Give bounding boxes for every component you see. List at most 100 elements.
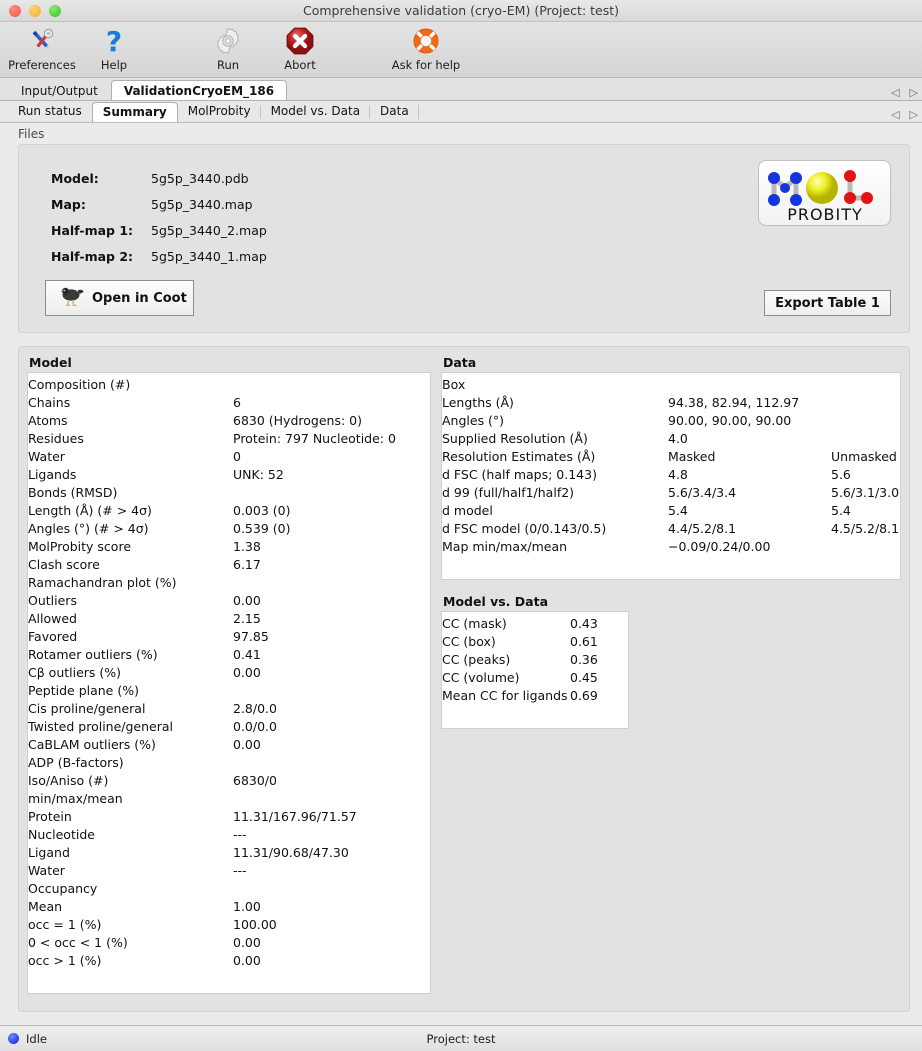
- table-row: Ligand 11.31/90.68/47.30: [28, 845, 349, 860]
- status-indicator-icon: [8, 1033, 19, 1044]
- coot-bird-icon: [56, 285, 86, 311]
- abort-button[interactable]: Abort: [264, 22, 336, 78]
- table-row-spacer: [442, 556, 900, 574]
- table-row: Iso/Aniso (#) 6830/0: [28, 773, 277, 788]
- scroll-right-icon[interactable]: ▷: [909, 86, 918, 99]
- file-value: 5g5p_3440.map: [151, 196, 253, 212]
- table-row: Angles (°) 90.00, 90.00, 90.00: [442, 413, 792, 428]
- status-text: Idle: [26, 1031, 47, 1046]
- file-key: Half-map 2:: [51, 248, 134, 264]
- table-row: Peptide plane (%): [28, 683, 139, 698]
- tab-data[interactable]: Data: [370, 102, 419, 122]
- table-row: Twisted proline/general 0.0/0.0: [28, 719, 277, 734]
- file-value: 5g5p_3440.pdb: [151, 170, 249, 186]
- scroll-left-icon[interactable]: ◁: [891, 86, 900, 99]
- data-column: Data Box Lengths (Å) 94.38, 82.94, 112.97…: [441, 355, 901, 1001]
- table-row: Ramachandran plot (%): [28, 575, 177, 590]
- table-row: Outliers 0.00: [28, 593, 261, 608]
- table-row: Map min/max/mean −0.09/0.24/0.00: [442, 539, 771, 554]
- help-button[interactable]: ? Help: [78, 22, 150, 78]
- table-row: d FSC model (0/0.143/0.5) 4.4/5.2/8.1 4.5/…: [442, 521, 900, 536]
- tab-run-status[interactable]: Run status: [18, 104, 82, 118]
- table-row: Mean 1.00: [28, 899, 261, 914]
- table-row: CC (box) 0.61: [442, 634, 598, 649]
- table-row: occ = 1 (%) 100.00: [28, 917, 277, 932]
- ask-for-help-label: Ask for help: [391, 58, 461, 72]
- file-value: 5g5p_3440_1.map: [151, 248, 267, 264]
- tab-molprobity[interactable]: MolProbity: [178, 102, 261, 122]
- run-button[interactable]: Run: [192, 22, 264, 78]
- tab-model-vs-data[interactable]: Model vs. Data: [261, 102, 371, 122]
- table-row-spacer: [28, 970, 430, 988]
- outer-tab-scroll-controls: ◁ ▷: [891, 87, 918, 98]
- title-bar: Comprehensive validation (cryo-EM) (Proj…: [0, 0, 922, 22]
- maximize-window-button[interactable]: [49, 4, 61, 17]
- outer-tab-bar: Input/Output ValidationCryoEM_186 ◁ ▷: [0, 78, 922, 101]
- model-column: Model Composition (#) Chains 6 Atoms 6830 …: [27, 355, 431, 1001]
- table-row: Composition (#): [28, 377, 131, 392]
- tab-input-output[interactable]: Input/Output: [21, 84, 98, 98]
- tab-summary[interactable]: Summary: [91, 102, 178, 122]
- table-row: Cis proline/general 2.8/0.0: [28, 701, 277, 716]
- table-row: CaBLAM outliers (%) 0.00: [28, 737, 261, 752]
- table-row: CC (volume) 0.45: [442, 670, 598, 685]
- minimize-window-button[interactable]: [29, 4, 41, 17]
- gear-icon: [213, 25, 243, 57]
- ask-for-help-button[interactable]: Ask for help: [378, 22, 474, 78]
- table-row: Allowed 2.15: [28, 611, 261, 626]
- scroll-right-icon[interactable]: ▷: [909, 108, 918, 121]
- tab-validation-cryoem[interactable]: ValidationCryoEM_186: [110, 80, 288, 100]
- scroll-left-icon[interactable]: ◁: [891, 108, 900, 121]
- data-table-box: Box Lengths (Å) 94.38, 82.94, 112.97 Angl…: [441, 372, 901, 580]
- table-row: Resolution Estimates (Å) Masked Unmasked: [442, 449, 897, 464]
- table-row: min/max/mean: [28, 791, 123, 806]
- question-mark-icon: ?: [99, 25, 129, 57]
- svg-text:PROBITY: PROBITY: [787, 205, 863, 222]
- export-table-1-button[interactable]: Export Table 1: [764, 290, 891, 316]
- table-row: d FSC (half maps; 0.143) 4.8 5.6: [442, 467, 851, 482]
- files-list: Model: 5g5p_3440.pdb Map: 5g5p_3440.map …: [19, 145, 909, 269]
- status-project-label: Project: test: [426, 1031, 496, 1046]
- file-row-map: Map: 5g5p_3440.map: [51, 191, 909, 217]
- preferences-button[interactable]: Preferences: [6, 22, 78, 78]
- molprobity-logo: PROBITY: [758, 160, 891, 226]
- help-label: Help: [100, 58, 128, 72]
- window-title: Comprehensive validation (cryo-EM) (Proj…: [302, 3, 620, 18]
- model-table: Composition (#) Chains 6 Atoms 6830 (Hydro…: [28, 376, 430, 988]
- file-row-halfmap-1: Half-map 1: 5g5p_3440_2.map: [51, 217, 909, 243]
- run-label: Run: [216, 58, 240, 72]
- file-key: Half-map 1:: [51, 222, 134, 238]
- table-row: Rotamer outliers (%) 0.41: [28, 647, 261, 662]
- table-row: Bonds (RMSD): [28, 485, 118, 500]
- window-controls: [0, 4, 61, 17]
- table-row: Atoms 6830 (Hydrogens: 0): [28, 413, 362, 428]
- table-row: Mean CC for ligands 0.69: [442, 688, 598, 703]
- abort-label: Abort: [284, 58, 316, 72]
- table-row: Cβ outliers (%) 0.00: [28, 665, 261, 680]
- summary-content: Files Model: 5g5p_3440.pdb Map: 5g5p_344…: [0, 123, 922, 1025]
- table-row: 0 < occ < 1 (%) 0.00: [28, 935, 261, 950]
- table-row: CC (peaks) 0.36: [442, 652, 598, 667]
- table-row: Box: [442, 377, 466, 392]
- results-panel: Model Composition (#) Chains 6 Atoms 6830 …: [18, 346, 910, 1012]
- toolbar: Preferences ? Help Run: [0, 22, 922, 78]
- table-row: occ > 1 (%) 0.00: [28, 953, 261, 968]
- table-row: Occupancy: [28, 881, 98, 896]
- table-row: Ligands UNK: 52: [28, 467, 284, 482]
- table-row: Residues Protein: 797 Nucleotide: 0: [28, 431, 396, 446]
- table-row: Water ---: [28, 863, 247, 878]
- close-window-button[interactable]: [9, 4, 21, 17]
- table-row: Chains 6: [28, 395, 241, 410]
- data-table: Box Lengths (Å) 94.38, 82.94, 112.97 Angl…: [442, 376, 900, 574]
- open-in-coot-label: Open in Coot: [92, 290, 187, 306]
- svg-text:?: ?: [106, 26, 122, 56]
- table-row: Clash score 6.17: [28, 557, 261, 572]
- inner-tab-bar: Run status Summary MolProbity Model vs. …: [0, 101, 922, 123]
- table-row: Favored 97.85: [28, 629, 269, 644]
- table-row: Water 0: [28, 449, 241, 464]
- table-row: CC (mask) 0.43: [442, 616, 598, 631]
- model-vs-data-section-title: Model vs. Data: [443, 594, 548, 609]
- open-in-coot-button[interactable]: Open in Coot: [45, 280, 194, 316]
- stop-x-icon: [285, 25, 315, 57]
- lifebuoy-icon: [411, 25, 441, 57]
